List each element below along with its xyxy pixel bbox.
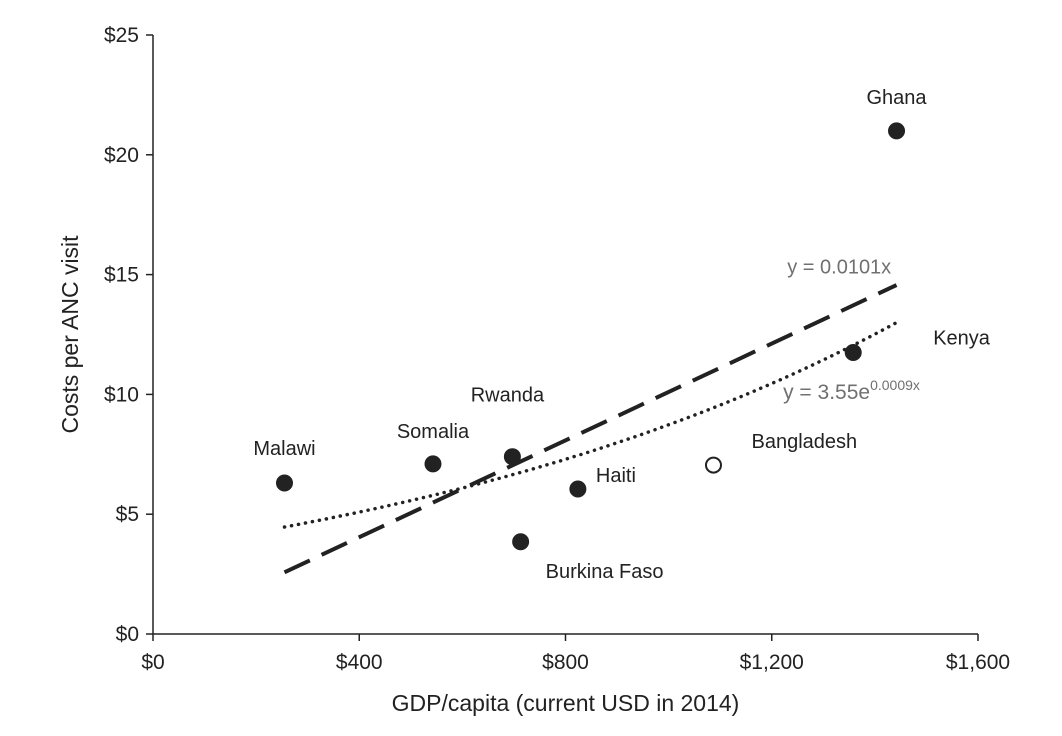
- data-point: [704, 456, 722, 474]
- point-label: Burkina Faso: [546, 561, 664, 583]
- data-points: [275, 122, 906, 551]
- exponential-equation-base: y = 3.55e: [783, 381, 870, 404]
- point-label: Rwanda: [471, 385, 545, 407]
- exponential-trendline: [282, 320, 899, 529]
- y-tick-label: $15: [104, 264, 139, 287]
- data-point: [424, 455, 442, 473]
- y-axis-title: Costs per ANC visit: [57, 235, 83, 434]
- point-label: Bangladesh: [751, 431, 857, 453]
- x-tick-label: $0: [141, 651, 164, 674]
- data-point: [275, 474, 293, 492]
- y-tick-label: $0: [116, 623, 139, 646]
- exponential-equation-exponent: 0.0009x: [870, 377, 920, 393]
- y-tick-label: $5: [116, 503, 139, 526]
- data-point: [512, 533, 530, 551]
- exponential-trendline-equation: y = 3.55e0.0009x: [783, 377, 920, 404]
- linear-trendline: [283, 283, 898, 575]
- x-tick-label: $1,200: [740, 651, 804, 674]
- data-point: [844, 343, 862, 361]
- y-tick-label: $10: [104, 383, 139, 406]
- x-tick-label: $400: [336, 651, 383, 674]
- x-tick-label: $800: [542, 651, 589, 674]
- linear-trendline-equation: y = 0.0101x: [787, 256, 891, 278]
- x-axis-title: GDP/capita (current USD in 2014): [392, 690, 740, 716]
- y-tick-label: $20: [104, 144, 139, 167]
- trendlines: [282, 283, 899, 575]
- point-label: Malawi: [253, 438, 315, 460]
- point-label: Kenya: [933, 327, 991, 349]
- data-point: [503, 448, 521, 466]
- x-tick-label: $1,600: [946, 651, 1010, 674]
- y-tick-label: $25: [104, 24, 139, 47]
- point-label: Somalia: [397, 421, 470, 443]
- data-point: [569, 480, 587, 498]
- data-point: [888, 122, 906, 140]
- point-label: Haiti: [596, 465, 636, 487]
- point-label: Ghana: [867, 87, 928, 109]
- axes: [152, 35, 978, 635]
- axis-ticks: $0 $5 $10 $15 $20 $25 $0 $400 $800 $1,200 $1,600: [104, 24, 1010, 674]
